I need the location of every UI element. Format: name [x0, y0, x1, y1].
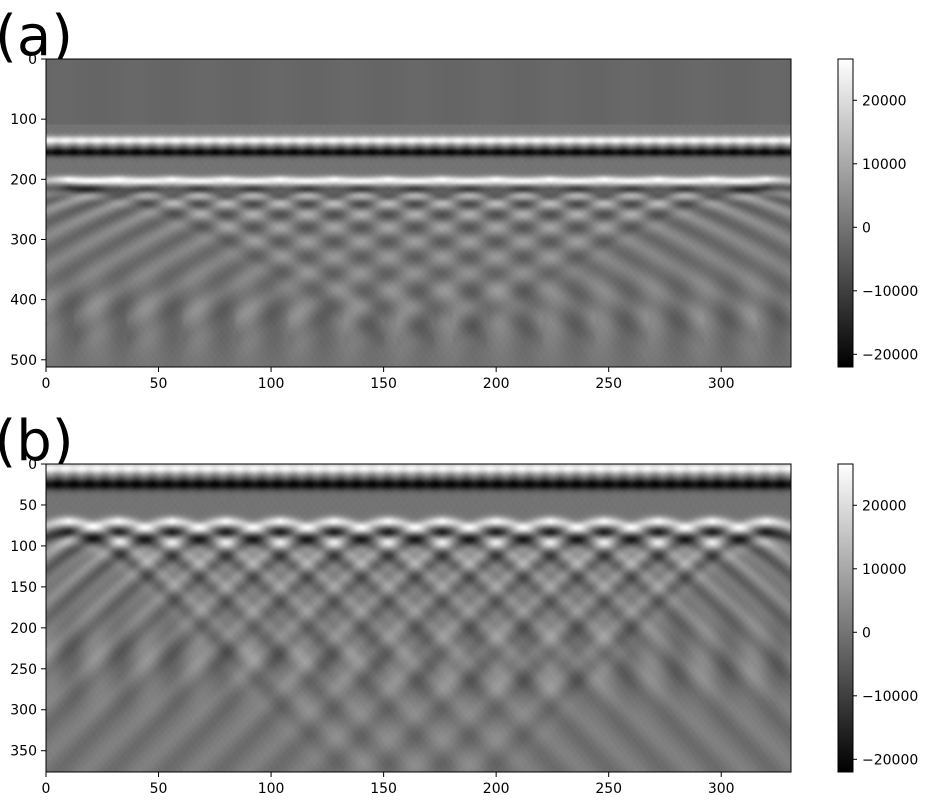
y-tick-label-a: 500: [10, 353, 37, 369]
y-tick-label-a: 300: [10, 232, 37, 248]
y-tick-label-a: 100: [10, 112, 37, 128]
y-tick-label-b: 300: [10, 703, 37, 719]
x-tick-label-a: 250: [595, 376, 622, 392]
y-tick-label-a: 0: [28, 52, 37, 68]
x-tick-label-a: 50: [150, 376, 168, 392]
colorbar-b: [837, 463, 854, 773]
colorbar-tick-label-a: −20000: [862, 347, 918, 363]
panel-a: (a)0 50 100 150 200 250 3000100200300400500200…: [0, 4, 918, 392]
colorbar-tick-label-b: 0: [862, 625, 871, 641]
y-tick-label-b: 50: [19, 498, 37, 514]
y-tick-label-b: 250: [10, 662, 37, 678]
x-tick-label-b: 250: [595, 781, 622, 797]
x-tick-label-a: 300: [708, 376, 735, 392]
x-tick-label-a: 0: [42, 376, 51, 392]
colorbar-tick-label-a: 20000: [862, 93, 907, 109]
x-tick-label-b: 200: [483, 781, 510, 797]
panel-b: (b)0 50 100 150 200 250 3000501001502002503003…: [0, 409, 918, 797]
colorbar-tick-label-a: 0: [862, 220, 871, 236]
plot-frame-a: [45, 58, 792, 368]
y-tick-label-a: 200: [10, 172, 37, 188]
heatmap-image-b: [46, 464, 791, 772]
x-tick-label-b: 150: [370, 781, 397, 797]
x-tick-label-b: 300: [708, 781, 735, 797]
y-tick-label-b: 200: [10, 621, 37, 637]
y-tick-label-b: 0: [28, 457, 37, 473]
x-tick-label-b: 0: [42, 781, 51, 797]
x-tick-label-a: 100: [258, 376, 285, 392]
y-tick-label-b: 350: [10, 744, 37, 760]
colorbar-tick-label-a: 10000: [862, 157, 907, 173]
colorbar-a: [837, 58, 854, 368]
y-tick-label-b: 100: [10, 539, 37, 555]
panel-label-b: (b): [0, 409, 74, 474]
x-tick-label-a: 150: [370, 376, 397, 392]
colorbar-tick-label-b: −10000: [862, 689, 918, 705]
x-tick-label-b: 100: [258, 781, 285, 797]
x-tick-label-a: 200: [483, 376, 510, 392]
colorbar-tick-label-b: 20000: [862, 498, 907, 514]
plot-frame-b: [45, 463, 792, 773]
colorbar-tick-label-b: −20000: [862, 752, 918, 768]
heatmap-image-a: [46, 59, 791, 367]
x-tick-label-b: 50: [150, 781, 168, 797]
colorbar-tick-label-b: 10000: [862, 562, 907, 578]
colorbar-tick-label-a: −10000: [862, 284, 918, 300]
panel-label-a: (a): [0, 4, 73, 69]
y-tick-label-a: 400: [10, 293, 37, 309]
y-tick-label-b: 150: [10, 580, 37, 596]
